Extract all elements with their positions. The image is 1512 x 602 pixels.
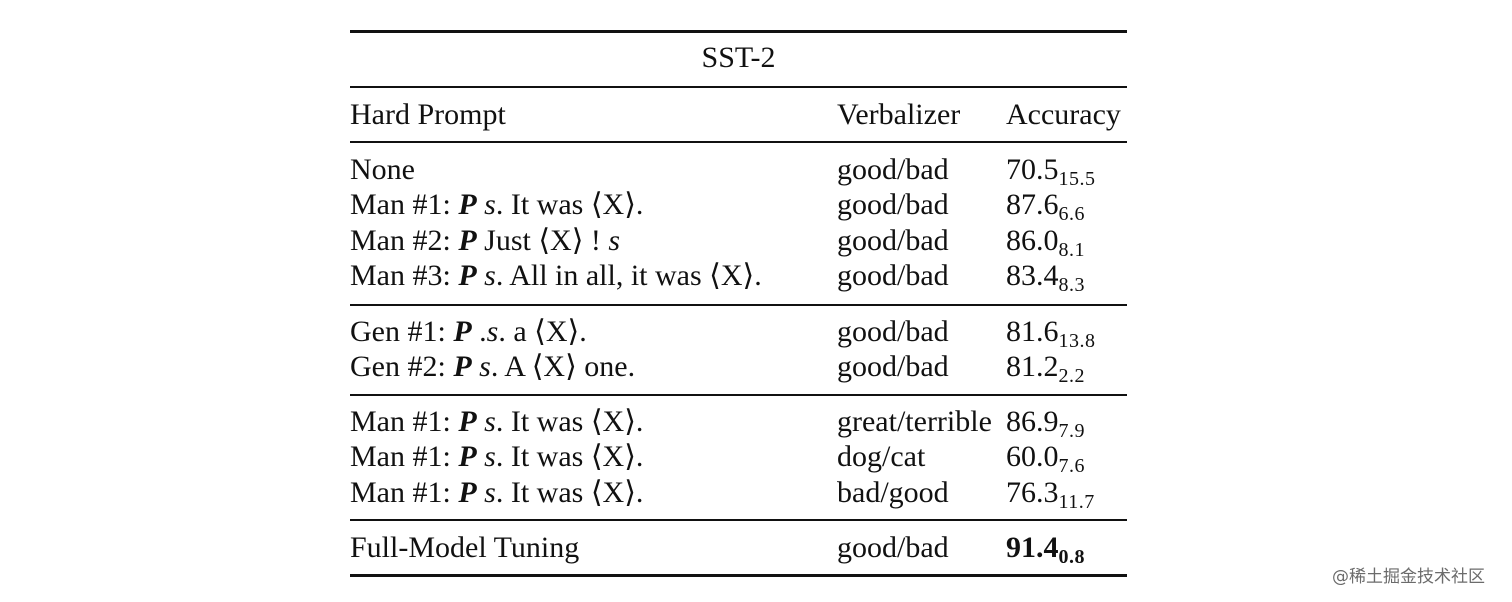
accuracy-value: 86.9 [1006,405,1059,438]
prompt-cell: Full-Model Tuning [350,530,579,566]
prompt-variable: P [453,350,472,384]
verbalizer-cell: great/terrible [837,405,992,438]
group-rule [350,394,1127,396]
prompt-template: Just ⟨X⟩ ! s [476,223,621,257]
prompt-variable: P [458,258,477,292]
prompt-variable: P [453,315,472,348]
prompt-variable: P [458,475,477,509]
verbalizer-cell: dog/cat [837,440,926,474]
accuracy-std: 2.2 [1058,365,1085,388]
accuracy-cell: 83.48.3 [1006,258,1085,297]
prompt-label: Man #1: [350,188,459,222]
prompt-label: Man #1: [350,440,459,474]
prompt-variable: P [458,223,477,257]
prompt-label: Full-Model Tuning [350,531,580,564]
accuracy-cell: 81.22.2 [1006,349,1085,388]
accuracy-value: 76.3 [1006,475,1059,509]
top-rule [350,30,1127,33]
group-rule [350,519,1127,521]
prompt-template: s. A ⟨X⟩ one. [479,350,636,384]
verbalizer-cell: good/bad [837,350,949,384]
accuracy-cell: 76.311.7 [1006,475,1095,514]
accuracy-std: 7.6 [1058,455,1085,478]
prompt-cell: Man #1: P s. It was ⟨X⟩. [350,404,643,440]
prompt-label: Man #1: [350,405,459,438]
verbalizer-cell: good/bad [837,531,949,564]
prompt-label: Gen #1: [350,315,454,348]
prompt-cell: None [350,152,415,188]
verbalizer-cell: good/bad [837,315,949,348]
verbalizer-cell: good/bad [837,188,949,222]
accuracy-value: 86.0 [1006,223,1059,257]
header-rule [350,141,1127,143]
prompt-label: Gen #2: [350,350,454,384]
prompt-variable: P [458,188,477,222]
accuracy-std: 0.8 [1058,546,1085,568]
prompt-variable: P [458,405,477,438]
prompt-template: s. All in all, it was ⟨X⟩. [484,258,762,292]
accuracy-value: 81.6 [1006,315,1059,348]
accuracy-cell: 87.66.6 [1006,187,1085,226]
prompt-variable: P [458,440,477,474]
watermark: @稀土掘金技术社区 [1332,567,1485,587]
bottom-rule [350,574,1127,577]
prompt-template: s. It was ⟨X⟩. [484,188,644,222]
accuracy-std: 8.3 [1058,273,1085,296]
verbalizer-cell: good/bad [837,223,949,257]
prompt-template: s. It was ⟨X⟩. [484,475,644,509]
accuracy-value: 91.4 [1006,531,1059,564]
accuracy-cell: 86.08.1 [1006,223,1085,262]
accuracy-std: 7.9 [1058,420,1085,442]
verbalizer-cell: good/bad [837,153,949,186]
prompt-cell: Man #3: P s. All in all, it was ⟨X⟩. [350,258,762,294]
prompt-cell: Gen #1: P .s. a ⟨X⟩. [350,314,587,350]
accuracy-value: 81.2 [1006,350,1059,384]
accuracy-cell: 91.40.8 [1006,530,1085,569]
prompt-label: Man #1: [350,475,459,509]
verbalizer-cell: bad/good [837,475,949,509]
title-rule [350,86,1127,88]
prompt-cell: Man #1: P s. It was ⟨X⟩. [350,187,643,223]
accuracy-value: 83.4 [1006,258,1059,292]
header-verbalizer: Verbalizer [837,98,961,131]
prompt-label: None [350,153,415,186]
table-title: SST-2 [701,41,776,74]
accuracy-cell: 70.515.5 [1006,152,1096,191]
accuracy-value: 87.6 [1006,188,1059,222]
header-accuracy: Accuracy [1006,98,1121,131]
accuracy-std: 15.5 [1058,168,1096,190]
header-hard-prompt: Hard Prompt [350,98,506,131]
accuracy-value: 70.5 [1006,153,1059,186]
prompt-template: s. It was ⟨X⟩. [484,405,644,438]
prompt-label: Man #3: [350,258,459,292]
accuracy-cell: 86.97.9 [1006,404,1085,443]
group-rule [350,304,1127,306]
accuracy-value: 60.0 [1006,440,1059,474]
prompt-label: Man #2: [350,223,459,257]
prompt-template: .s. a ⟨X⟩. [471,315,587,348]
prompt-cell: Man #1: P s. It was ⟨X⟩. [350,475,643,511]
accuracy-cell: 81.613.8 [1006,314,1096,353]
prompt-cell: Man #1: P s. It was ⟨X⟩. [350,439,643,475]
prompt-cell: Gen #2: P s. A ⟨X⟩ one. [350,349,635,385]
accuracy-std: 11.7 [1058,490,1095,513]
accuracy-std: 13.8 [1058,330,1096,352]
verbalizer-cell: good/bad [837,258,949,292]
prompt-cell: Man #2: P Just ⟨X⟩ ! s [350,223,620,259]
accuracy-std: 6.6 [1058,203,1085,226]
accuracy-std: 8.1 [1058,238,1085,261]
prompt-template: s. It was ⟨X⟩. [484,440,644,474]
accuracy-cell: 60.07.6 [1006,439,1085,478]
